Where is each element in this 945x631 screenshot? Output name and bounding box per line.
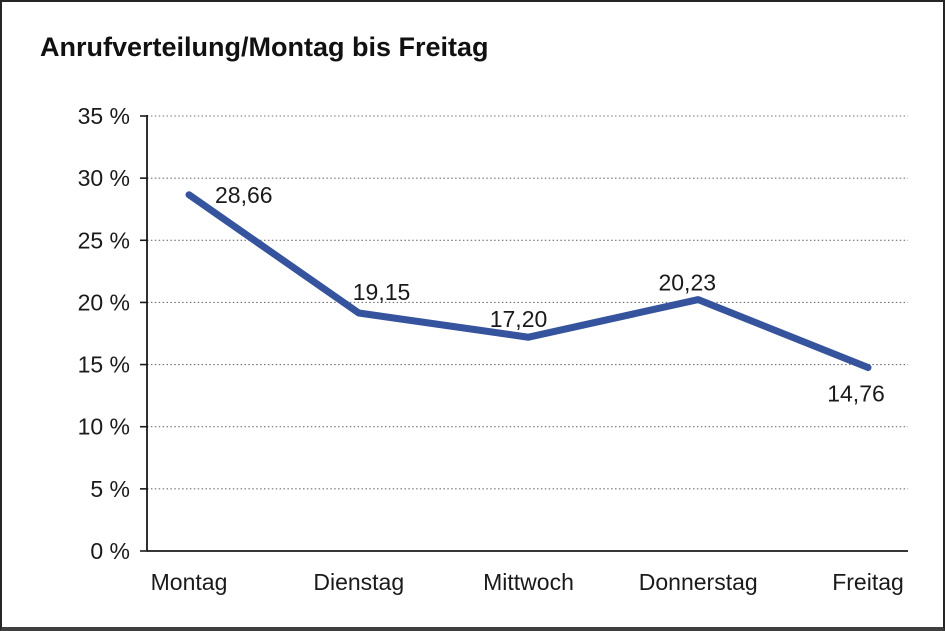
y-tick-label: 20 % — [78, 289, 130, 315]
data-value-label: 17,20 — [490, 306, 548, 332]
data-line — [185, 191, 872, 372]
y-tick-label: 15 % — [78, 352, 130, 378]
x-category-label: Freitag — [832, 569, 904, 595]
x-category-label: Donnerstag — [639, 569, 758, 595]
y-tick-label: 5 % — [90, 476, 130, 502]
data-value-label: 28,66 — [215, 182, 273, 208]
data-value-label: 19,15 — [353, 279, 411, 305]
y-tick-label: 10 % — [78, 414, 130, 440]
y-tick-label: 0 % — [90, 538, 130, 564]
chart-title: Anrufverteilung/Montag bis Freitag — [40, 32, 489, 62]
x-category-label: Mittwoch — [483, 569, 574, 595]
y-tick-label: 30 % — [78, 165, 130, 191]
y-tick-label: 35 % — [78, 103, 130, 129]
x-category-label: Dienstag — [313, 569, 404, 595]
y-tick-label: 25 % — [78, 227, 130, 253]
data-value-label: 14,76 — [827, 381, 885, 407]
x-category-label: Montag — [151, 569, 228, 595]
data-value-label: 20,23 — [658, 270, 716, 296]
